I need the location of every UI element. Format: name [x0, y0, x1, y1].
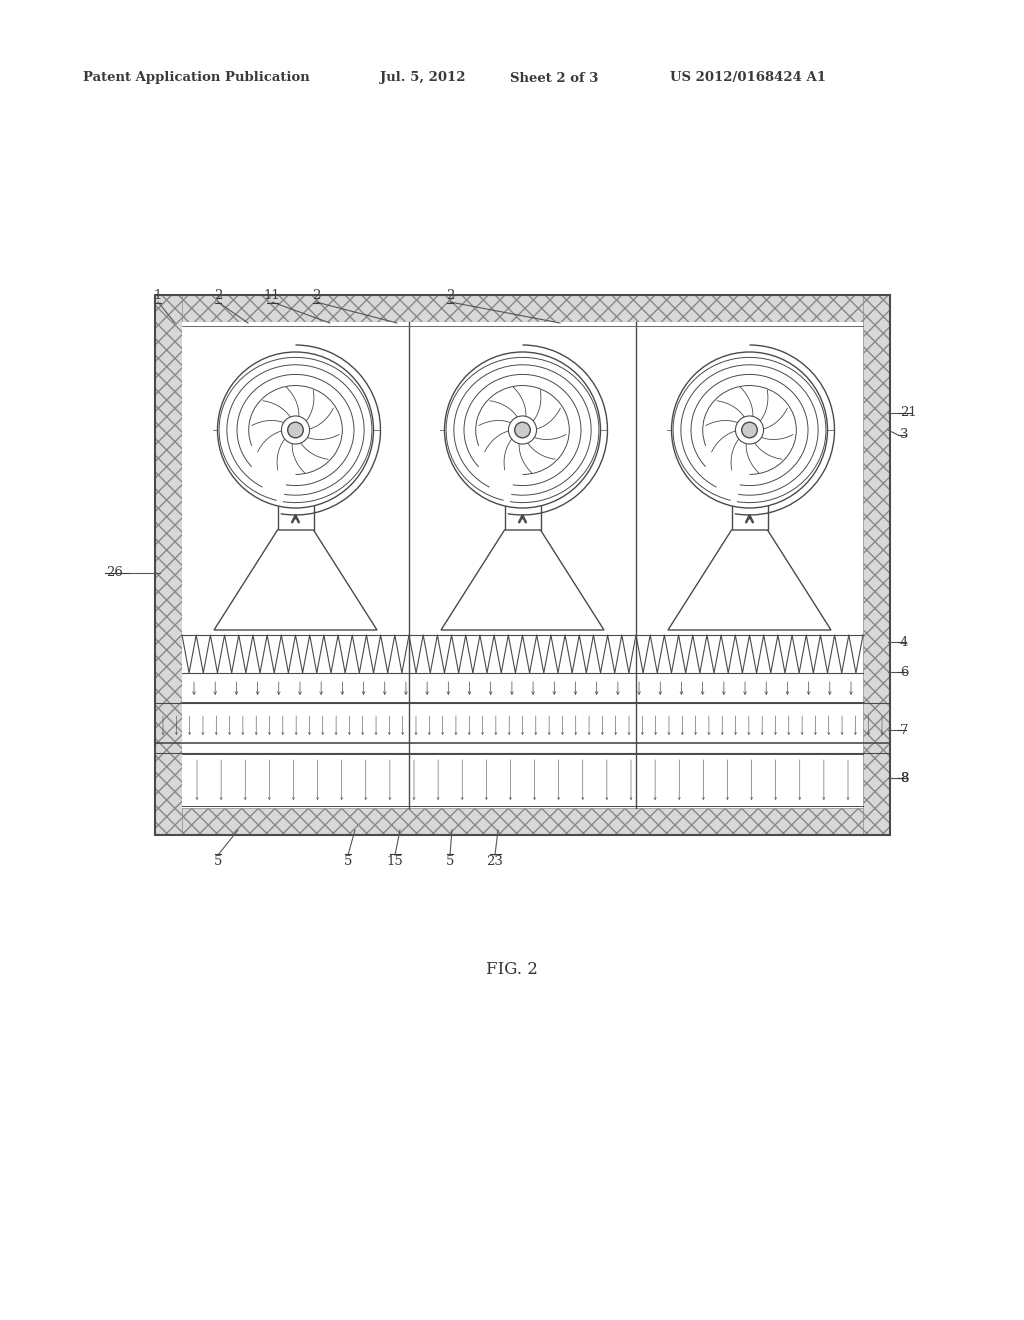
Text: 11: 11	[263, 289, 281, 302]
Polygon shape	[668, 531, 831, 630]
Bar	[863, 294, 890, 836]
Text: 5: 5	[344, 855, 352, 869]
Text: 8: 8	[900, 771, 908, 784]
Polygon shape	[214, 531, 377, 630]
Circle shape	[288, 422, 303, 438]
Circle shape	[515, 422, 530, 438]
Circle shape	[444, 352, 600, 508]
Text: 1: 1	[154, 289, 162, 302]
Text: US 2012/0168424 A1: US 2012/0168424 A1	[670, 71, 826, 84]
Text: 3: 3	[900, 429, 908, 441]
Text: FIG. 2: FIG. 2	[486, 961, 538, 978]
Text: 8: 8	[900, 771, 908, 784]
Circle shape	[672, 352, 827, 508]
Text: 4: 4	[900, 635, 908, 648]
Text: 21: 21	[900, 407, 916, 420]
Circle shape	[735, 416, 764, 444]
Bar	[182, 322, 863, 808]
Text: 2: 2	[312, 289, 321, 302]
Polygon shape	[441, 531, 604, 630]
Bar	[155, 808, 890, 836]
Text: 5: 5	[214, 855, 222, 869]
Bar	[155, 294, 890, 836]
Text: 5: 5	[445, 855, 455, 869]
Text: 2: 2	[214, 289, 222, 302]
Text: Jul. 5, 2012: Jul. 5, 2012	[380, 71, 466, 84]
Text: Patent Application Publication: Patent Application Publication	[83, 71, 309, 84]
Circle shape	[282, 416, 309, 444]
Circle shape	[217, 352, 374, 508]
Text: 23: 23	[486, 855, 504, 869]
Text: 2: 2	[445, 289, 455, 302]
Text: Sheet 2 of 3: Sheet 2 of 3	[510, 71, 598, 84]
Circle shape	[509, 416, 537, 444]
Bar	[155, 294, 182, 836]
Bar	[155, 294, 890, 322]
Text: 6: 6	[900, 665, 908, 678]
Text: 7: 7	[900, 723, 908, 737]
Text: 26: 26	[106, 565, 124, 578]
Text: 15: 15	[387, 855, 403, 869]
Circle shape	[741, 422, 758, 438]
